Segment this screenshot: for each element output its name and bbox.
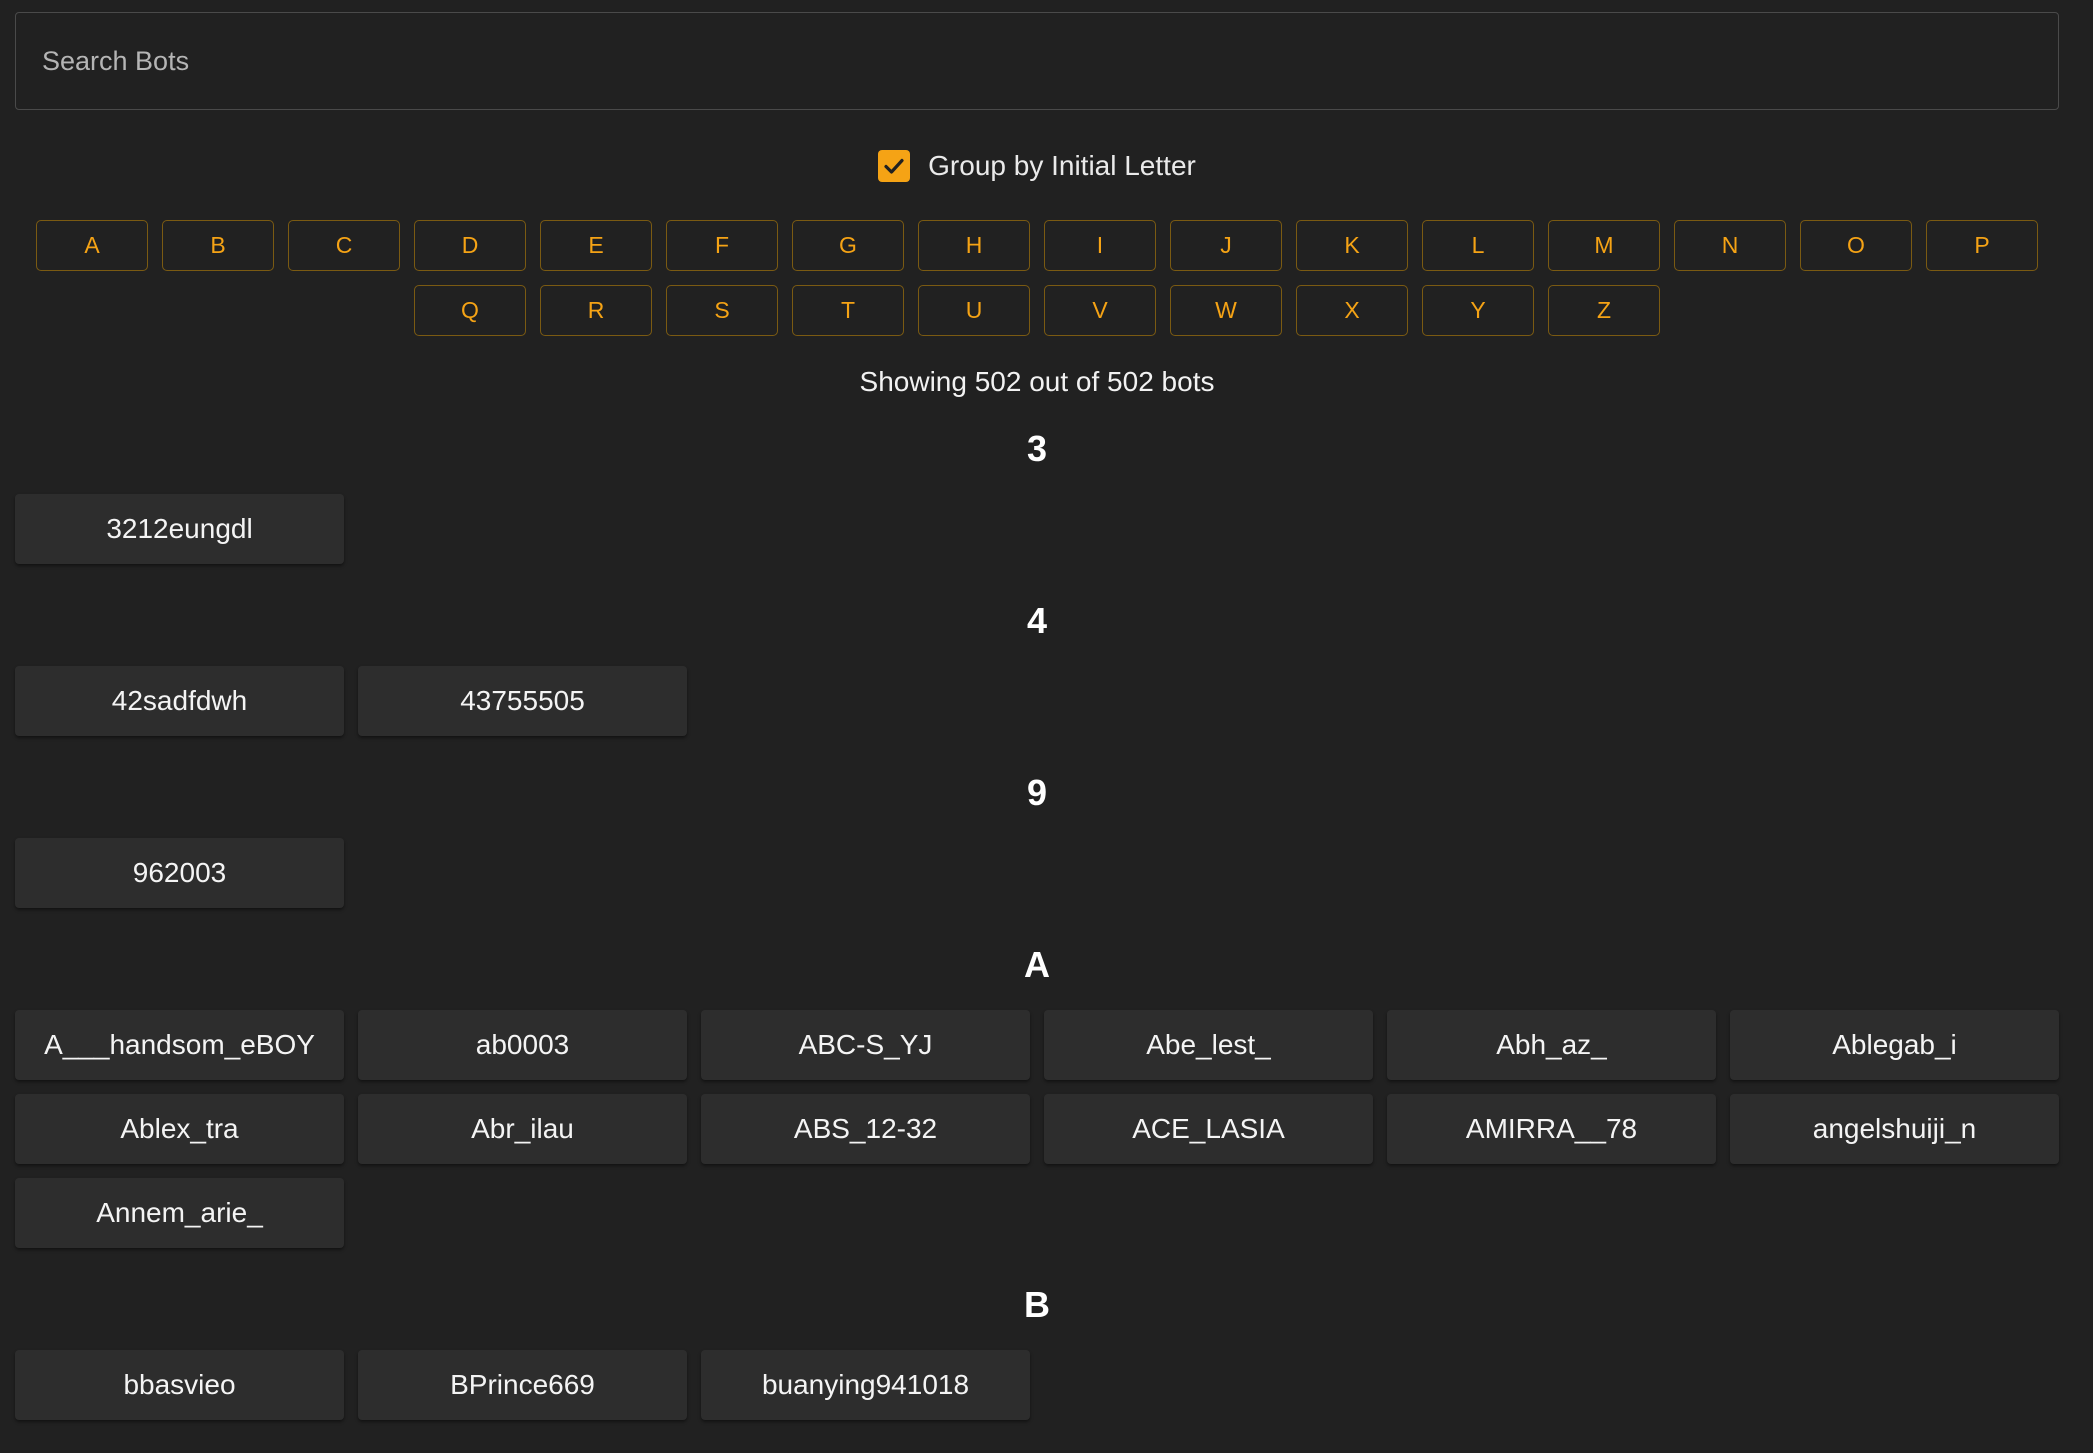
bot-card[interactable]: BPrince669 — [358, 1350, 687, 1420]
bot-card[interactable]: Abh_az_ — [1387, 1010, 1716, 1080]
bot-card[interactable]: ACE_LASIA — [1044, 1094, 1373, 1164]
letter-filter-w[interactable]: W — [1170, 285, 1282, 336]
bot-card[interactable]: ABC-S_YJ — [701, 1010, 1030, 1080]
bot-groups: 3 3212eungdl 4 42sadfdwh 43755505 9 962003 A A__… — [15, 428, 2059, 1420]
group-heading: 3 — [1026, 428, 1048, 469]
search-input[interactable] — [40, 44, 2058, 78]
bot-card[interactable]: 962003 — [15, 838, 344, 908]
letter-filter-v[interactable]: V — [1044, 285, 1156, 336]
bot-group: 4 42sadfdwh 43755505 — [15, 600, 2059, 736]
letter-filter-n[interactable]: N — [1674, 220, 1786, 271]
letter-filter-y[interactable]: Y — [1422, 285, 1534, 336]
letter-filter-x[interactable]: X — [1296, 285, 1408, 336]
bot-grid: bbasvieo BPrince669 buanying941018 — [15, 1350, 2059, 1420]
letter-filter-j[interactable]: J — [1170, 220, 1282, 271]
bot-card[interactable]: AMIRRA__78 — [1387, 1094, 1716, 1164]
bot-card[interactable]: 42sadfdwh — [15, 666, 344, 736]
letter-filter-d[interactable]: D — [414, 220, 526, 271]
bot-card[interactable]: Ablegab_i — [1730, 1010, 2059, 1080]
results-count: Showing 502 out of 502 bots — [859, 366, 1215, 397]
letter-filter-e[interactable]: E — [540, 220, 652, 271]
bot-grid: 962003 — [15, 838, 2059, 908]
letter-filter-a[interactable]: A — [36, 220, 148, 271]
letter-filter-c[interactable]: C — [288, 220, 400, 271]
bot-grid: 42sadfdwh 43755505 — [15, 666, 2059, 736]
letter-filter-m[interactable]: M — [1548, 220, 1660, 271]
letter-filter-r[interactable]: R — [540, 285, 652, 336]
checkmark-icon — [884, 158, 904, 174]
bot-card[interactable]: ab0003 — [358, 1010, 687, 1080]
bot-group: 9 962003 — [15, 772, 2059, 908]
group-heading: B — [1024, 1284, 1050, 1325]
bot-card[interactable]: ABS_12-32 — [701, 1094, 1030, 1164]
letter-filter-h[interactable]: H — [918, 220, 1030, 271]
bot-grid: 3212eungdl — [15, 494, 2059, 564]
letter-filter-o[interactable]: O — [1800, 220, 1912, 271]
bot-card[interactable]: Annem_arie_ — [15, 1178, 344, 1248]
bot-card[interactable]: buanying941018 — [701, 1350, 1030, 1420]
bot-card[interactable]: Abe_lest_ — [1044, 1010, 1373, 1080]
bot-card[interactable]: Ablex_tra — [15, 1094, 344, 1164]
group-heading: A — [1024, 944, 1050, 985]
letter-filter-i[interactable]: I — [1044, 220, 1156, 271]
group-by-letter-label: Group by Initial Letter — [928, 150, 1196, 181]
bot-group: 3 3212eungdl — [15, 428, 2059, 564]
search-box[interactable] — [15, 12, 2059, 110]
group-heading: 4 — [1026, 600, 1048, 641]
letter-filter-p[interactable]: P — [1926, 220, 2038, 271]
letter-filter-q[interactable]: Q — [414, 285, 526, 336]
bot-card[interactable]: Abr_ilau — [358, 1094, 687, 1164]
letter-filter-s[interactable]: S — [666, 285, 778, 336]
letter-filter-b[interactable]: B — [162, 220, 274, 271]
letter-filter-l[interactable]: L — [1422, 220, 1534, 271]
bot-card[interactable]: bbasvieo — [15, 1350, 344, 1420]
letter-filter-t[interactable]: T — [792, 285, 904, 336]
group-heading: 9 — [1026, 772, 1048, 813]
letter-filter-k[interactable]: K — [1296, 220, 1408, 271]
bot-card[interactable]: A___handsom_eBOY — [15, 1010, 344, 1080]
group-by-letter-toggle[interactable]: Group by Initial Letter — [15, 148, 2059, 184]
letter-filter-f[interactable]: F — [666, 220, 778, 271]
letter-filter-z[interactable]: Z — [1548, 285, 1660, 336]
group-by-letter-checkbox[interactable] — [878, 150, 911, 182]
bot-group: A A___handsom_eBOY ab0003 ABC-S_YJ Abe_lest_… — [15, 944, 2059, 1248]
letter-filter-u[interactable]: U — [918, 285, 1030, 336]
bot-card[interactable]: 3212eungdl — [15, 494, 344, 564]
letter-filter-g[interactable]: G — [792, 220, 904, 271]
bot-grid: A___handsom_eBOY ab0003 ABC-S_YJ Abe_lest_ A… — [15, 1010, 2059, 1248]
bot-card[interactable]: angelshuiji_n — [1730, 1094, 2059, 1164]
bot-card[interactable]: 43755505 — [358, 666, 687, 736]
